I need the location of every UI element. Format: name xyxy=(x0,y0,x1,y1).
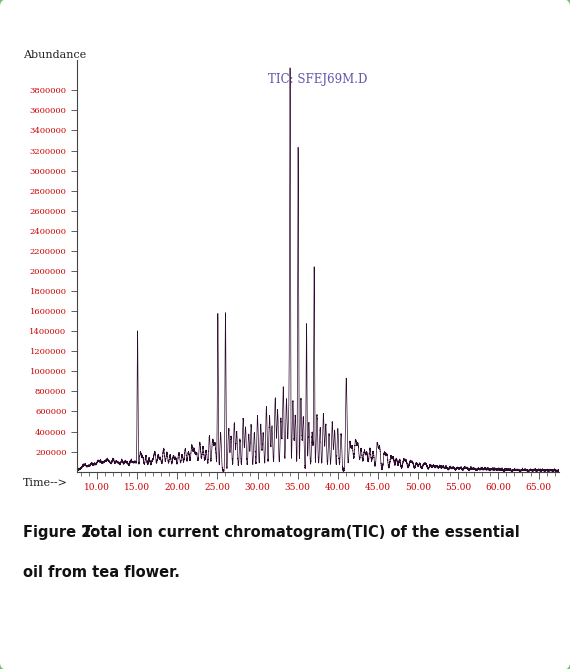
Text: Total ion current chromatogram(TIC) of the essential: Total ion current chromatogram(TIC) of t… xyxy=(77,525,520,540)
Text: oil from tea flower.: oil from tea flower. xyxy=(23,565,180,580)
Text: Abundance: Abundance xyxy=(23,50,86,60)
Text: TIC: SFEJ69M.D: TIC: SFEJ69M.D xyxy=(268,72,368,86)
Text: Figure 2:: Figure 2: xyxy=(23,525,97,540)
Text: Time-->: Time--> xyxy=(23,478,68,488)
